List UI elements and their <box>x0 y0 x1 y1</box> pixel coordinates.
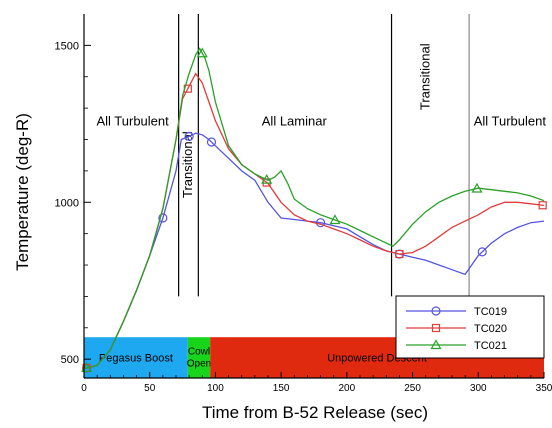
y-axis-title: Temperature (deg-R) <box>13 113 32 271</box>
phase-label-0: Pegasus Boost <box>99 353 173 365</box>
series-marker-tc019-6 <box>477 247 487 257</box>
legend-marker-tc020 <box>431 323 441 333</box>
phase-band-1 <box>187 337 211 378</box>
series-marker-tc021-3 <box>329 214 341 225</box>
series-marker-tc019-1 <box>158 213 168 223</box>
regime-label-2: All Laminar <box>262 113 328 128</box>
y-tick-label-1: 1000 <box>55 197 79 209</box>
x-tick-label-3: 150 <box>273 383 290 394</box>
legend-box <box>395 295 545 359</box>
series-line-tc019 <box>83 132 545 370</box>
legend-label-tc021: TC021 <box>474 340 507 352</box>
phase-band-0 <box>84 337 188 378</box>
x-tick-label-2: 100 <box>207 383 224 394</box>
x-axis-title: Time from B-52 Release (sec) <box>202 403 428 422</box>
regime-label-1: Transitional <box>180 131 195 198</box>
x-tick-label-6: 300 <box>470 383 487 394</box>
legend-marker-tc021 <box>430 339 442 350</box>
series-marker-tc019-2 <box>184 131 194 141</box>
legend-marker-tc019 <box>431 306 441 316</box>
regime-label-3: Transitional <box>418 43 433 110</box>
series-marker-tc020-3 <box>395 249 404 259</box>
series-line-tc021 <box>83 47 545 370</box>
y-tick-label-0: 500 <box>61 354 79 366</box>
axes: 0 50 100 150 200 250 300 350 500 1000 1500 <box>55 14 552 394</box>
x-tick-label-5: 250 <box>404 383 421 394</box>
series-marker-tc021-4 <box>471 182 483 193</box>
x-tick-label-1: 50 <box>144 383 156 394</box>
series-marker-tc019-3 <box>206 137 217 147</box>
regime-label-4: All Turbulent <box>474 113 547 128</box>
legend-label-tc020: TC020 <box>474 323 507 335</box>
series-marker-tc021-1 <box>196 47 208 58</box>
legend-label-tc019: TC019 <box>474 306 507 318</box>
y-tick-label-2: 1500 <box>55 40 79 52</box>
x-tick-label-4: 200 <box>339 383 356 394</box>
x-tick-label-0: 0 <box>81 383 87 394</box>
regime-label-0: All Turbulent <box>96 113 169 128</box>
phase-label-1: Cowl Open <box>187 347 211 370</box>
x-tick-label-7: 350 <box>536 383 552 394</box>
series-marker-tc021-2 <box>261 173 273 184</box>
regime-labels: All Turbulent Transitional All Laminar Tran… <box>96 43 546 198</box>
data-series <box>81 47 547 373</box>
legend: TC019 TC020 TC021 <box>395 295 545 359</box>
series-marker-tc020-4 <box>538 201 547 210</box>
